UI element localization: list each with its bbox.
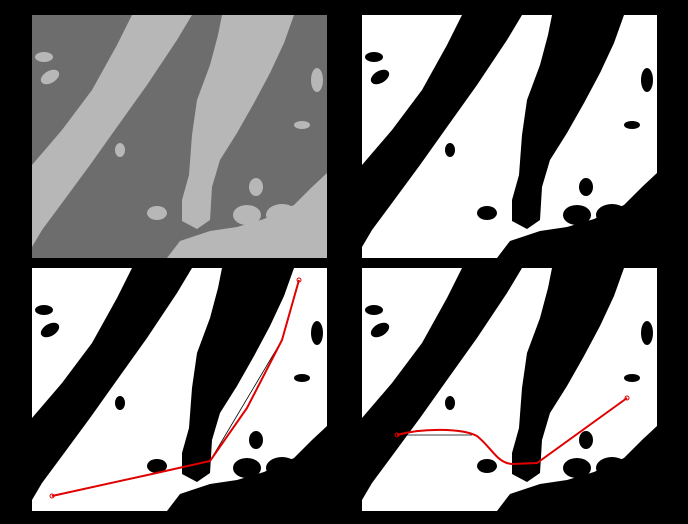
figure xyxy=(0,0,688,524)
path-result-b xyxy=(362,268,657,511)
gray-image xyxy=(32,15,327,258)
page xyxy=(0,0,688,524)
path-result-a xyxy=(32,268,327,511)
binary-image xyxy=(362,15,657,258)
